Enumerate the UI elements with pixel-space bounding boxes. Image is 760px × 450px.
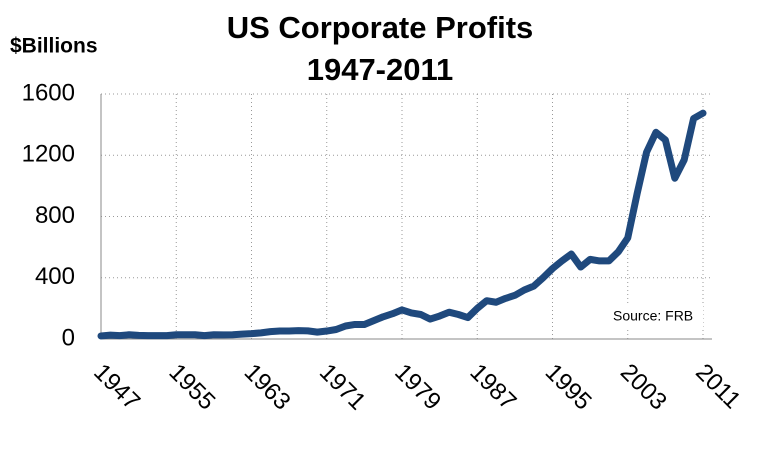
y-tick-label: 800	[35, 202, 75, 229]
chart-subtitle: 1947-2011	[307, 52, 454, 87]
x-tick-label: 1971	[314, 359, 371, 416]
line	[97, 109, 707, 340]
x-tick-label: 1987	[465, 359, 522, 416]
y-axis-label: $Billions	[10, 35, 98, 58]
annotation: Source: FRB	[613, 308, 693, 324]
y-tick-label: 1600	[22, 79, 75, 106]
chart-title: US Corporate Profits	[227, 10, 534, 45]
x-tick-label: 1979	[389, 359, 446, 416]
y-tick-label: 400	[35, 263, 75, 290]
y-tick-label: 1200	[22, 141, 75, 168]
x-tick-label: 2011	[690, 359, 746, 415]
x-tick-label: 1963	[239, 359, 296, 416]
annotation-box	[608, 305, 703, 327]
x-tick-label: 1955	[164, 359, 221, 416]
y-tick-label: 0	[62, 324, 75, 351]
x-tick-label: 1995	[540, 359, 597, 416]
x-tick-label: 2003	[615, 359, 672, 416]
x-tick-label: 1947	[88, 359, 145, 416]
